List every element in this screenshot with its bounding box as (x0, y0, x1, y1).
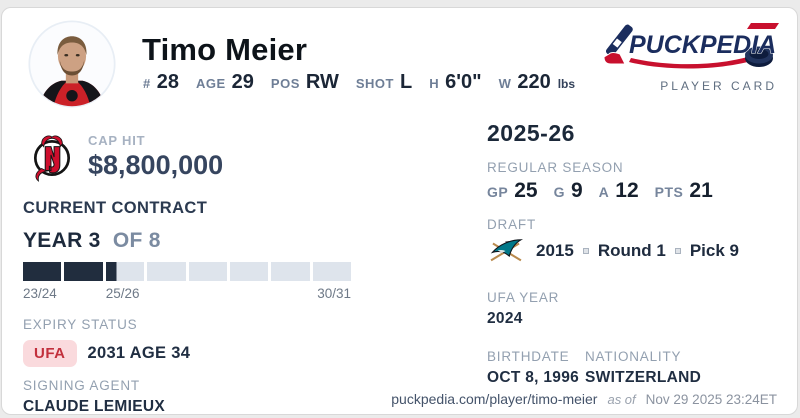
page-title: Timo Meier (142, 32, 308, 67)
attr-weight: W 220 lbs (498, 71, 576, 93)
season-column: 2025-26 REGULAR SEASON GP 25 G 9 A 12 PT… (487, 120, 787, 387)
player-attributes: # 28 AGE 29 POS RW SHOT L H 6'0" W 220 l… (143, 71, 575, 94)
contract-year-segment (64, 262, 103, 281)
signing-agent-name: CLAUDE LEMIEUX (23, 398, 165, 415)
ufa-year-value: 2024 (487, 310, 523, 327)
contract-column: CAP HIT $8,800,000 CURRENT CONTRACT YEAR… (23, 126, 353, 415)
timeline-end-season: 30/31 (317, 286, 351, 301)
player-page-url[interactable]: puckpedia.com/player/timo-meier (391, 391, 598, 407)
attr-height: H 6'0" (429, 71, 482, 93)
regular-season-label: REGULAR SEASON (487, 160, 624, 175)
contract-year-segment (147, 262, 186, 281)
birthdate-block: BIRTHDATE OCT 8, 1996 (487, 349, 585, 387)
timeline-start-season: 23/24 (23, 286, 57, 301)
stat-points: PTS 21 (654, 179, 713, 202)
birthdate-value: OCT 8, 1996 (487, 369, 580, 386)
stat-gp: GP 25 (487, 179, 538, 202)
attr-number: # 28 (143, 71, 179, 93)
draft-team-logo-sharks-icon (490, 239, 524, 262)
expiry-status-label: EXPIRY STATUS (23, 317, 138, 332)
cap-hit-label: CAP HIT (88, 133, 146, 148)
stat-assists: A 12 (598, 179, 639, 202)
draft-pick: Pick 9 (689, 241, 739, 260)
timeline-current-season: 25/26 (105, 286, 140, 301)
draft-year: 2015 (536, 241, 574, 260)
signing-agent-label: SIGNING AGENT (23, 378, 140, 393)
birthdate-label: BIRTHDATE (487, 349, 570, 364)
nationality-value: SWITZERLAND (585, 369, 702, 386)
stat-goals: G 9 (553, 179, 583, 202)
footer: puckpedia.com/player/timo-meier as of No… (391, 391, 777, 407)
draft-row: 2015 Round 1 Pick 9 (487, 237, 787, 265)
square-separator-icon (582, 248, 589, 254)
draft-round: Round 1 (597, 241, 666, 260)
contract-timeline-labels: 23/24 25/26 30/31 (23, 286, 351, 302)
contract-year-segment (229, 262, 269, 281)
contract-year-segment (312, 262, 351, 281)
as-of-label: as of (607, 392, 636, 407)
contract-year-total: OF 8 (112, 229, 161, 252)
contract-year-segment (23, 262, 62, 281)
nationality-block: NATIONALITY SWITZERLAND (585, 349, 701, 387)
current-contract-heading: CURRENT CONTRACT (23, 199, 208, 217)
contract-progress-bar (23, 262, 351, 281)
season-stats-row: GP 25 G 9 A 12 PTS 21 (487, 179, 787, 203)
draft-details: 2015 Round 1 Pick 9 (536, 241, 739, 261)
contract-year-segment (271, 262, 310, 281)
brand-name: PUCKPEDIA (629, 31, 776, 59)
birthdate-nationality-row: BIRTHDATE OCT 8, 1996 NATIONALITY SWITZE… (487, 349, 787, 387)
cap-hit-text: CAP HIT $8,800,000 (88, 133, 223, 181)
attr-shot: SHOT L (355, 71, 413, 93)
brand-block: PUCKPEDIA PLAYER CARD (603, 16, 783, 93)
contract-year-row: YEAR 3 OF 8 (23, 229, 353, 253)
contract-year-segment (188, 262, 227, 281)
puckpedia-logo-icon: PUCKPEDIA (603, 23, 779, 69)
brand-tagline: PLAYER CARD (660, 79, 777, 93)
cap-hit-block: CAP HIT $8,800,000 (29, 132, 353, 182)
ufa-year-label: UFA YEAR (487, 290, 560, 305)
season-title: 2025-26 (487, 120, 575, 146)
attr-position: POS RW (270, 71, 339, 93)
contract-year-current: YEAR 3 (23, 229, 101, 252)
snapshot-timestamp: Nov 29 2025 23:24ET (645, 392, 777, 407)
player-card: Timo Meier # 28 AGE 29 POS RW SHOT L H 6… (1, 7, 798, 415)
cap-hit-value: $8,800,000 (88, 150, 224, 180)
expiry-status-row: UFA 2031 AGE 34 (23, 340, 353, 367)
team-logo-devils-icon (33, 135, 71, 182)
nationality-label: NATIONALITY (585, 349, 682, 364)
square-separator-icon (674, 248, 681, 254)
player-photo (28, 20, 116, 108)
draft-label: DRAFT (487, 217, 536, 232)
ufa-status-badge: UFA (23, 340, 77, 367)
attr-age: AGE 29 (195, 71, 254, 93)
expiry-detail: 2031 AGE 34 (87, 344, 191, 362)
contract-year-segment (105, 262, 145, 281)
